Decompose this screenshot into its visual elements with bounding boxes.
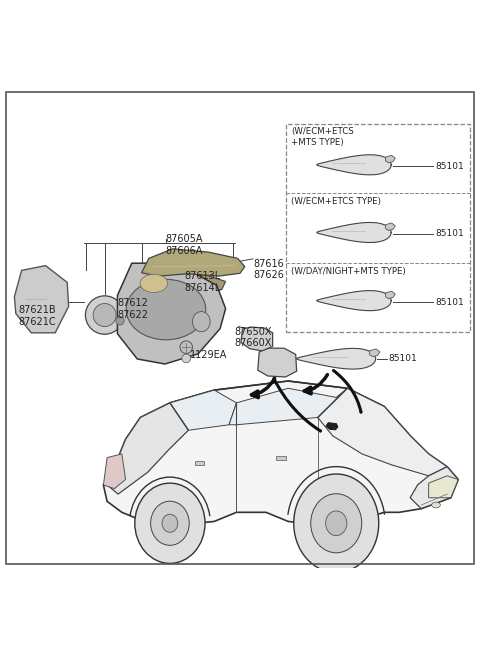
Text: (W/DAY/NIGHT+MTS TYPE): (W/DAY/NIGHT+MTS TYPE) [291,266,406,276]
Polygon shape [142,249,245,276]
Ellipse shape [432,502,440,508]
Circle shape [85,296,124,335]
Polygon shape [385,291,395,298]
Circle shape [93,304,116,327]
Text: 85101: 85101 [436,162,465,171]
Polygon shape [318,388,447,476]
Polygon shape [317,155,391,175]
Polygon shape [103,454,126,489]
Polygon shape [410,466,458,508]
Ellipse shape [140,274,168,293]
Text: 87613L
87614L: 87613L 87614L [185,272,221,293]
Ellipse shape [192,312,210,332]
Polygon shape [385,223,395,230]
Ellipse shape [162,514,178,532]
Ellipse shape [294,474,379,573]
Polygon shape [326,422,338,430]
Text: 87650X
87660X: 87650X 87660X [234,327,272,348]
Circle shape [116,317,124,325]
Polygon shape [370,349,380,357]
Ellipse shape [325,511,347,535]
Polygon shape [317,291,391,311]
Bar [276,456,286,459]
Text: 85101: 85101 [436,230,465,238]
Text: (W/ECM+ETCS
+MTS TYPE): (W/ECM+ETCS +MTS TYPE) [291,127,354,147]
Polygon shape [103,381,458,525]
Polygon shape [170,390,237,430]
Text: 87616
87626: 87616 87626 [253,259,284,281]
Polygon shape [317,222,391,243]
Ellipse shape [135,483,205,564]
Ellipse shape [311,494,362,553]
Polygon shape [118,263,226,364]
Polygon shape [258,348,297,377]
Circle shape [182,354,191,363]
Bar [195,461,204,465]
Polygon shape [229,388,348,425]
Polygon shape [14,266,69,333]
Text: 85101: 85101 [388,354,417,363]
Text: 87612
87622: 87612 87622 [118,298,149,320]
Polygon shape [318,388,410,436]
Polygon shape [142,272,226,292]
Text: 87605A
87606A: 87605A 87606A [166,234,203,256]
Text: 1129EA: 1129EA [190,350,227,359]
Polygon shape [107,403,188,494]
FancyArrowPatch shape [334,371,361,412]
Polygon shape [297,348,375,369]
Polygon shape [241,327,273,351]
Text: 85101: 85101 [436,298,465,306]
Circle shape [180,341,192,354]
Polygon shape [385,155,395,163]
Bar [286,123,470,333]
Text: 87621B
87621C: 87621B 87621C [18,305,56,327]
Ellipse shape [151,501,189,545]
Ellipse shape [126,279,206,340]
Polygon shape [429,476,458,498]
Text: (W/ECM+ETCS TYPE): (W/ECM+ETCS TYPE) [291,197,381,206]
FancyArrowPatch shape [274,379,321,431]
